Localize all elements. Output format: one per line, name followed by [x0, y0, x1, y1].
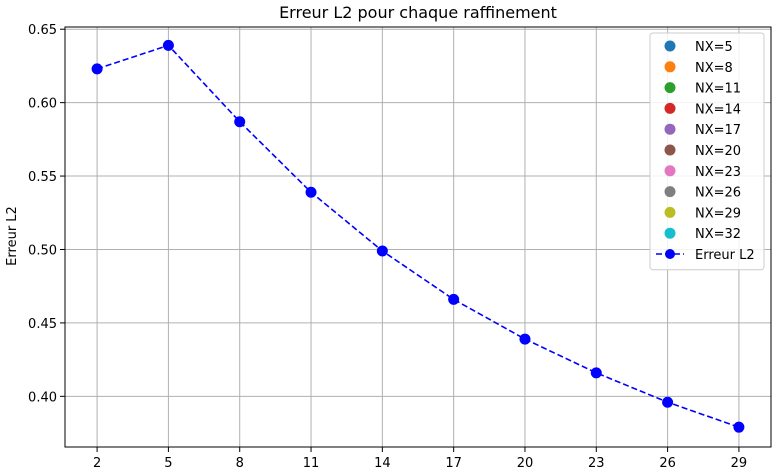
legend-label: Erreur L2	[695, 248, 755, 263]
x-tick-label: 17	[445, 456, 462, 469]
y-axis-ticks: 0.40 0.45 0.50 0.55 0.60 0.65	[28, 23, 65, 405]
data-point	[376, 245, 388, 257]
legend-label: NX=26	[695, 186, 741, 201]
y-tick-label: 0.60	[28, 97, 57, 112]
data-point	[305, 186, 317, 198]
y-tick-label: 0.40	[28, 390, 57, 405]
x-tick-label: 8	[236, 456, 244, 469]
x-tick-label: 29	[731, 456, 748, 469]
y-tick-label: 0.55	[28, 170, 57, 185]
legend-marker	[665, 249, 675, 259]
legend-label: NX=11	[695, 82, 741, 97]
legend-marker	[664, 165, 676, 177]
legend-marker	[664, 206, 676, 218]
data-point	[91, 63, 103, 75]
chart-title: Erreur L2 pour chaque raffinement	[279, 3, 557, 22]
legend-marker	[664, 186, 676, 198]
legend-marker	[664, 40, 676, 52]
data-point	[733, 421, 745, 433]
legend-marker	[664, 144, 676, 156]
legend-marker	[664, 102, 676, 114]
x-tick-label: 5	[164, 456, 172, 469]
series-line	[96, 44, 740, 428]
series-layer	[91, 39, 745, 433]
legend-label: NX=29	[695, 206, 741, 221]
data-point	[162, 39, 174, 51]
legend: NX=5 NX=8 NX=11 NX=14 NX=17 NX=20 NX=23 NX=26 NX…	[649, 32, 765, 271]
y-tick-label: 0.45	[28, 317, 57, 332]
x-tick-label: 23	[588, 456, 605, 469]
data-point	[448, 293, 460, 305]
legend-label: NX=32	[695, 227, 741, 242]
x-tick-label: 26	[659, 456, 676, 469]
legend-label: NX=23	[695, 165, 741, 180]
legend-marker	[664, 123, 676, 135]
x-tick-label: 2	[93, 456, 101, 469]
legend-label: NX=5	[695, 40, 733, 55]
y-tick-label: 0.50	[28, 243, 57, 258]
legend-marker	[664, 82, 676, 94]
x-tick-label: 20	[517, 456, 534, 469]
legend-marker	[664, 227, 676, 239]
legend-box	[649, 32, 765, 271]
data-point	[234, 116, 246, 128]
plot-frame	[64, 26, 772, 448]
legend-label: NX=8	[695, 61, 733, 76]
x-tick-label: 11	[303, 456, 320, 469]
legend-label: NX=17	[695, 123, 741, 138]
legend-marker	[664, 61, 676, 73]
y-axis-label: Erreur L2	[5, 206, 20, 266]
data-point	[519, 333, 531, 345]
data-point	[662, 396, 674, 408]
legend-label: NX=20	[695, 144, 741, 159]
legend-label: NX=14	[695, 102, 741, 117]
x-axis-ticks: 2 5 8 11 14 17 20 23 26 29	[93, 447, 747, 469]
y-tick-label: 0.65	[28, 23, 57, 38]
data-point	[590, 367, 602, 379]
x-tick-label: 14	[374, 456, 391, 469]
